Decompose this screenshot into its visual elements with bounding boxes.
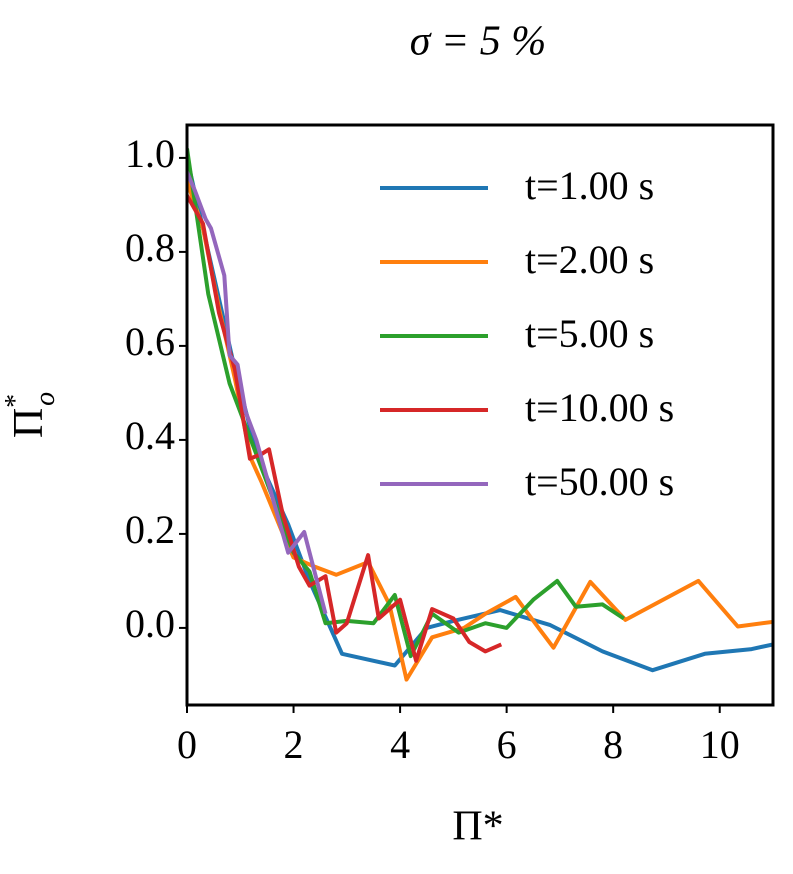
plot-frame [185, 123, 775, 707]
legend-label: t=50.00 s [525, 459, 674, 504]
x-tick-label: 4 [390, 722, 410, 767]
legend-label: t=2.00 s [525, 237, 654, 282]
y-tick-label: 0.0 [125, 601, 175, 646]
y-axis-label: Π*o [0, 392, 61, 438]
x-tick-label: 10 [700, 722, 740, 767]
y-tick-label: 0.4 [125, 413, 175, 458]
y-tick-label: 0.8 [125, 225, 175, 270]
y-label-base: Π [6, 408, 52, 438]
x-tick-label: 8 [603, 722, 623, 767]
x-tick-label: 6 [497, 722, 517, 767]
y-tick-label: 0.2 [125, 507, 175, 552]
x-axis-label: Π* [452, 804, 503, 850]
series-line [187, 180, 773, 682]
y-tick-label: 0.6 [125, 319, 175, 364]
series-line [187, 148, 625, 659]
chart-title: σ = 5 % [410, 19, 547, 65]
x-tick-label: 2 [284, 722, 304, 767]
x-tick-label: 0 [177, 722, 197, 767]
legend-label: t=1.00 s [525, 163, 654, 208]
series-line [187, 194, 503, 663]
series-line [187, 157, 773, 673]
series-line [187, 171, 328, 615]
y-label-sub: o [30, 392, 61, 406]
y-label-sup: * [0, 394, 31, 408]
y-tick-label: 1.0 [125, 131, 175, 176]
legend-label: t=5.00 s [525, 311, 654, 356]
legend-label: t=10.00 s [525, 385, 674, 430]
